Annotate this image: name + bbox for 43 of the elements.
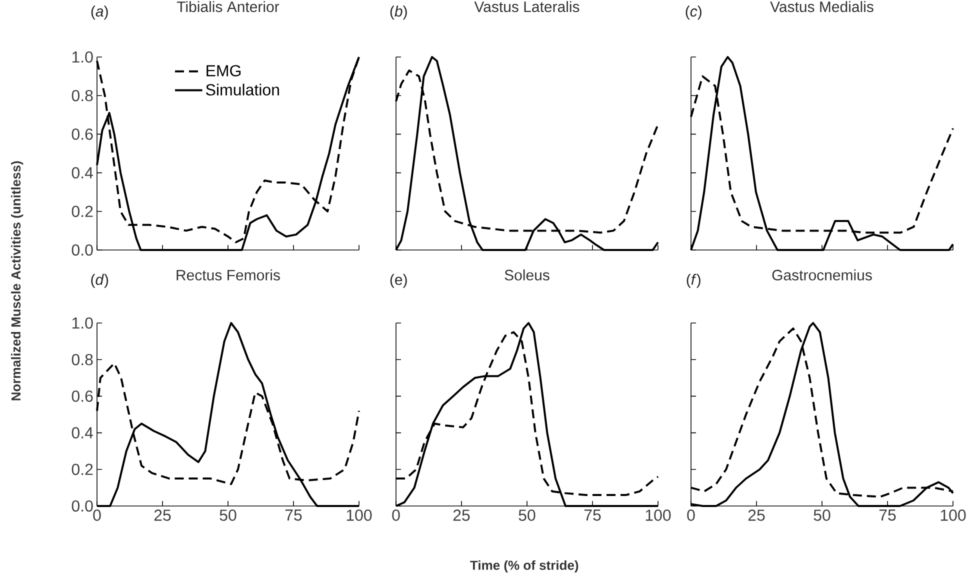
x-tick-label: 75 (584, 510, 601, 521)
chart-title: Vastus Medialis (770, 1, 874, 12)
y-tick-label: 0.2 (72, 464, 93, 476)
chart-title: Vastus Lateralis (474, 1, 580, 12)
chart-title: Soleus (504, 269, 550, 280)
text: (c) (686, 6, 702, 20)
text: (f) (686, 274, 700, 288)
x-tick-label: 50 (220, 510, 236, 521)
y-tick-label: 0.6 (72, 390, 93, 402)
y-tick-label: 0.0 (72, 500, 93, 512)
x-tick-label: 0 (392, 510, 400, 521)
chart-title: Tibialis Anterior (176, 1, 280, 12)
y-tick-label: 1.0 (72, 51, 93, 63)
x-tick-label: 25 (453, 510, 470, 521)
chart-title: Gastrocnemius (772, 269, 872, 280)
y-tick-label: 0.8 (72, 90, 93, 102)
x-axis-title: Time (% of stride) (470, 560, 578, 572)
x-tick-label: 75 (285, 510, 302, 521)
y-tick-label: 0.6 (72, 128, 93, 140)
x-tick-label: 50 (814, 510, 830, 521)
x-tick-label: 0 (93, 510, 101, 521)
y-tick-label: 0.2 (72, 206, 93, 218)
legend-label: EMG (206, 65, 241, 76)
text: (e) (390, 274, 407, 288)
x-tick-label: 25 (748, 510, 765, 521)
y-tick-label: 0.4 (72, 427, 93, 438)
x-tick-label: 100 (646, 510, 671, 521)
legend-label: Simulation (206, 84, 279, 96)
x-tick-label: 50 (518, 510, 536, 521)
x-tick-label: 75 (879, 510, 896, 521)
text: (d) (91, 274, 108, 288)
y-tick-label: 0.8 (72, 354, 93, 366)
text: (b) (390, 6, 407, 20)
y-axis-title: Normalized Muscle Activities (unitless) (11, 161, 24, 400)
x-tick-label: 100 (346, 510, 372, 521)
y-tick-label: 0.4 (72, 167, 93, 178)
x-tick-label: 25 (154, 510, 171, 521)
chart-title: Rectus Femoris (176, 269, 280, 280)
x-tick-label: 0 (687, 510, 695, 521)
x-tick-label: 100 (940, 510, 966, 521)
text: (a) (91, 6, 108, 20)
y-tick-label: 0.0 (72, 244, 93, 256)
y-tick-label: 1.0 (72, 317, 93, 329)
